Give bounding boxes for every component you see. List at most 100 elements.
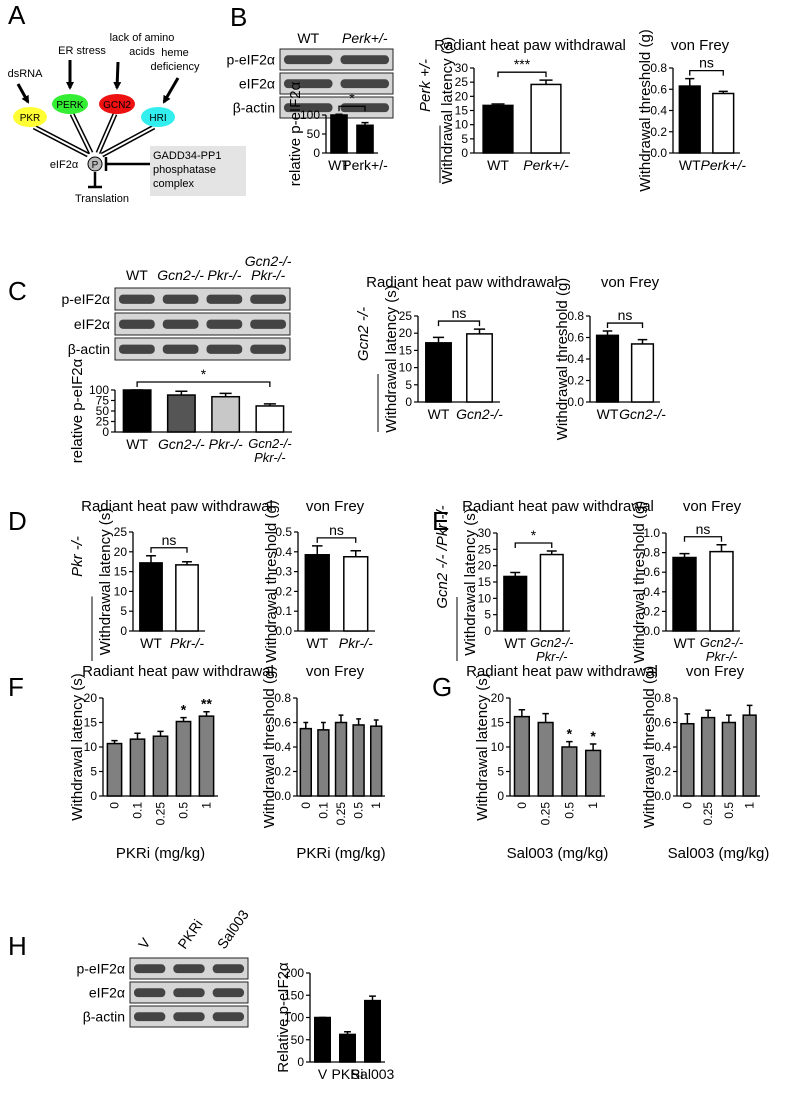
x-tick-label: 0 [299, 802, 313, 809]
x-tick-label: WT [487, 157, 509, 173]
y-tick-label: 0.2 [567, 374, 584, 388]
x-tick-label: 0.25 [154, 802, 168, 826]
error-bar [350, 550, 362, 557]
y-tick-label: 150 [284, 988, 304, 1002]
error-bar [303, 721, 309, 729]
blot-band [119, 344, 155, 354]
error-bar [685, 77, 695, 87]
x-tick-label: 1 [586, 802, 600, 809]
y-axis-label: Withdrawal threshold (g) [631, 501, 648, 664]
y-tick-label: 200 [284, 966, 304, 980]
y-tick-label: 0.6 [643, 565, 660, 579]
y-axis-label: Withdrawal threshold (g) [554, 278, 571, 441]
x-tick-label: V [318, 1066, 328, 1082]
phosphatase-label: GADD34-PP1 [153, 150, 221, 162]
y-tick-label: 10 [455, 118, 469, 132]
blot-band [284, 103, 333, 113]
blot-band [250, 294, 286, 304]
y-tick-label: 0.8 [650, 61, 667, 75]
bar [255, 405, 285, 433]
y-tick-label: 50 [96, 404, 110, 418]
y-tick-label: 0 [484, 624, 491, 638]
bar [539, 553, 564, 632]
error-bar [510, 571, 521, 577]
blot-lane-label: Gcn2-/- [157, 267, 204, 283]
bar [198, 715, 215, 797]
panel-letter: A [8, 0, 26, 30]
y-axis-label: Withdrawal latency (s) [383, 285, 400, 433]
y-tick-label: 0.0 [275, 624, 292, 638]
blot-band [206, 319, 243, 329]
bar [129, 738, 146, 797]
bar [482, 104, 514, 154]
y-tick-label: 0.4 [650, 104, 667, 118]
y-tick-label: 0.4 [274, 740, 291, 754]
x-tick-label: Pkr-/- [339, 635, 373, 651]
y-tick-label: 15 [455, 104, 469, 118]
x-axis-label: PKRi (mg/kg) [296, 845, 385, 862]
significance-bracket [316, 537, 357, 543]
blot-band [119, 319, 155, 329]
y-tick-label: 10 [478, 591, 492, 605]
y-tick-label: 15 [478, 575, 492, 589]
y-tick-label: 15 [114, 565, 128, 579]
blot-lane-label: WT [126, 267, 148, 283]
stimulus: deficiency [151, 61, 200, 73]
x-tick-label: 0.5 [722, 802, 736, 819]
x-axis-label: Sal003 (mg/kg) [668, 845, 770, 862]
phosphatase-label: complex [153, 178, 194, 190]
error-bar [432, 336, 445, 343]
y-tick-label: 0.2 [275, 584, 292, 598]
y-axis-label: Withdrawal latency (s) [439, 37, 456, 185]
y-tick-label: 0.6 [650, 82, 667, 96]
kinase-label: PERK [56, 100, 84, 111]
x-tick-label: 0.5 [562, 802, 576, 819]
blot-band [250, 319, 286, 329]
x-tick-label: 1 [369, 802, 383, 809]
bar [356, 124, 374, 154]
chart-title: Radiant heat paw withdrawal [366, 274, 558, 291]
y-tick-label: 10 [491, 740, 505, 754]
y-tick-label: 0.6 [274, 716, 291, 730]
y-tick-label: 0 [90, 789, 97, 803]
y-tick-label: 30 [478, 526, 492, 540]
error-bar [373, 719, 379, 727]
x-tick-label: Gcn2-/- [530, 635, 574, 650]
chart-title: Radiant heat paw withdrawal [81, 498, 273, 515]
x-tick-label: WT [679, 157, 701, 173]
significance-mark: * [590, 728, 596, 744]
target-label: eIF2α [50, 159, 79, 171]
y-tick-label: 0.6 [654, 716, 671, 730]
bar [712, 92, 735, 154]
bar [330, 114, 348, 154]
y-tick-label: 0 [297, 1055, 304, 1069]
blot-row-label: p-eIF2α [61, 291, 110, 307]
significance-label: ns [452, 305, 467, 321]
error-bar [111, 739, 118, 744]
inhibition-lines [88, 157, 150, 189]
significance-mark: * [181, 702, 187, 718]
bar [122, 389, 152, 433]
panel-letter: G [432, 672, 452, 702]
error-bar [637, 338, 648, 344]
bar [166, 394, 196, 433]
significance-bracket [689, 69, 724, 76]
y-tick-label: 5 [461, 132, 468, 146]
chart-title: von Frey [601, 274, 660, 291]
error-bar [716, 544, 727, 552]
bar [152, 735, 169, 797]
blot-strip [114, 337, 291, 361]
y-tick-label: 0.4 [654, 740, 671, 754]
chart-title: von Frey [671, 37, 730, 54]
y-tick-label: 0.2 [274, 765, 291, 779]
y-axis-label: Withdrawal latency (s) [462, 508, 479, 656]
significance-bracket [437, 320, 481, 327]
x-tick-label: PKRi [332, 1066, 364, 1082]
error-bar [589, 743, 597, 751]
y-axis-label: Withdrawal latency (s) [69, 673, 86, 821]
error-bar [157, 730, 164, 737]
x-axis-label: Sal003 (mg/kg) [507, 845, 609, 862]
significance-bracket [514, 542, 553, 548]
y-tick-label: 5 [120, 604, 127, 618]
